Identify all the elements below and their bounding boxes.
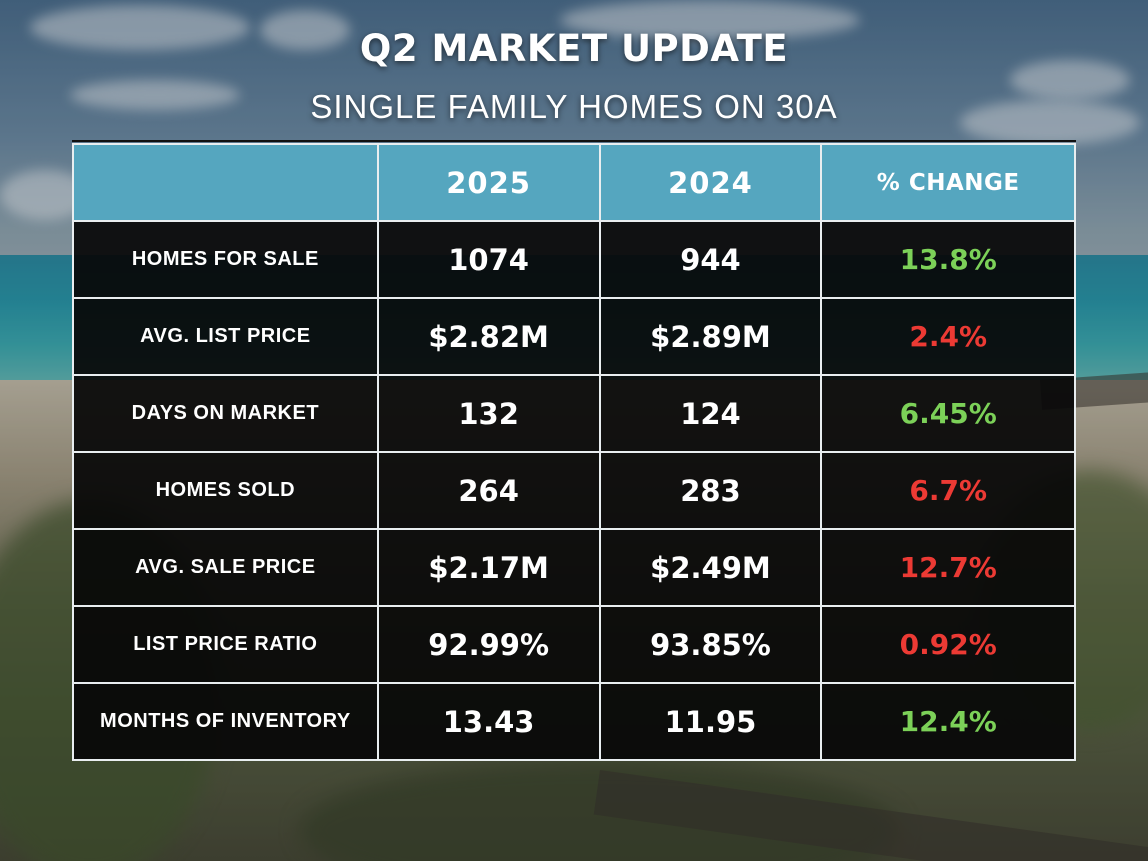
table-row: DAYS ON MARKET 132 124 6.45% [72,374,1076,453]
table-row: LIST PRICE RATIO 92.99% 93.85% 0.92% [72,605,1076,684]
percent-change: 13.8% [820,220,1076,299]
percent-change: 12.4% [820,682,1076,761]
percent-change: 6.45% [820,374,1076,453]
value-2025: $2.17M [376,528,601,607]
value-2024: $2.49M [598,528,823,607]
percent-change: 6.7% [820,451,1076,530]
value-2024: 944 [598,220,823,299]
row-label: DAYS ON MARKET [72,374,379,453]
header-cell-2024: 2024 [598,143,823,222]
value-2024: 11.95 [598,682,823,761]
table-header-row: 2025 2024 % CHANGE [72,143,1076,222]
header-cell-change: % CHANGE [820,143,1076,222]
percent-change: 0.92% [820,605,1076,684]
cloud [70,80,240,110]
market-stats-table: 2025 2024 % CHANGE HOMES FOR SALE 1074 9… [72,143,1076,761]
value-2024: 93.85% [598,605,823,684]
value-2025: 132 [376,374,601,453]
divider [72,140,1076,142]
row-label: LIST PRICE RATIO [72,605,379,684]
value-2025: $2.82M [376,297,601,376]
value-2025: 264 [376,451,601,530]
cloud [960,100,1140,145]
value-2024: 124 [598,374,823,453]
row-label: HOMES FOR SALE [72,220,379,299]
cloud [260,10,350,50]
row-label: AVG. SALE PRICE [72,528,379,607]
cloud [30,5,250,50]
page-title: Q2 MARKET UPDATE [359,27,789,70]
table-row: HOMES FOR SALE 1074 944 13.8% [72,220,1076,299]
table-row: MONTHS OF INVENTORY 13.43 11.95 12.4% [72,682,1076,761]
table-row: AVG. LIST PRICE $2.82M $2.89M 2.4% [72,297,1076,376]
cloud [560,0,860,40]
value-2025: 92.99% [376,605,601,684]
table-row: HOMES SOLD 264 283 6.7% [72,451,1076,530]
page-subtitle: SINGLE FAMILY HOMES ON 30A [310,88,838,125]
value-2025: 1074 [376,220,601,299]
value-2024: $2.89M [598,297,823,376]
row-label: HOMES SOLD [72,451,379,530]
cloud [1010,60,1130,100]
table-row: AVG. SALE PRICE $2.17M $2.49M 12.7% [72,528,1076,607]
value-2024: 283 [598,451,823,530]
row-label: AVG. LIST PRICE [72,297,379,376]
header-cell-label [72,143,379,222]
row-label: MONTHS OF INVENTORY [72,682,379,761]
percent-change: 12.7% [820,528,1076,607]
percent-change: 2.4% [820,297,1076,376]
header-cell-2025: 2025 [376,143,601,222]
value-2025: 13.43 [376,682,601,761]
